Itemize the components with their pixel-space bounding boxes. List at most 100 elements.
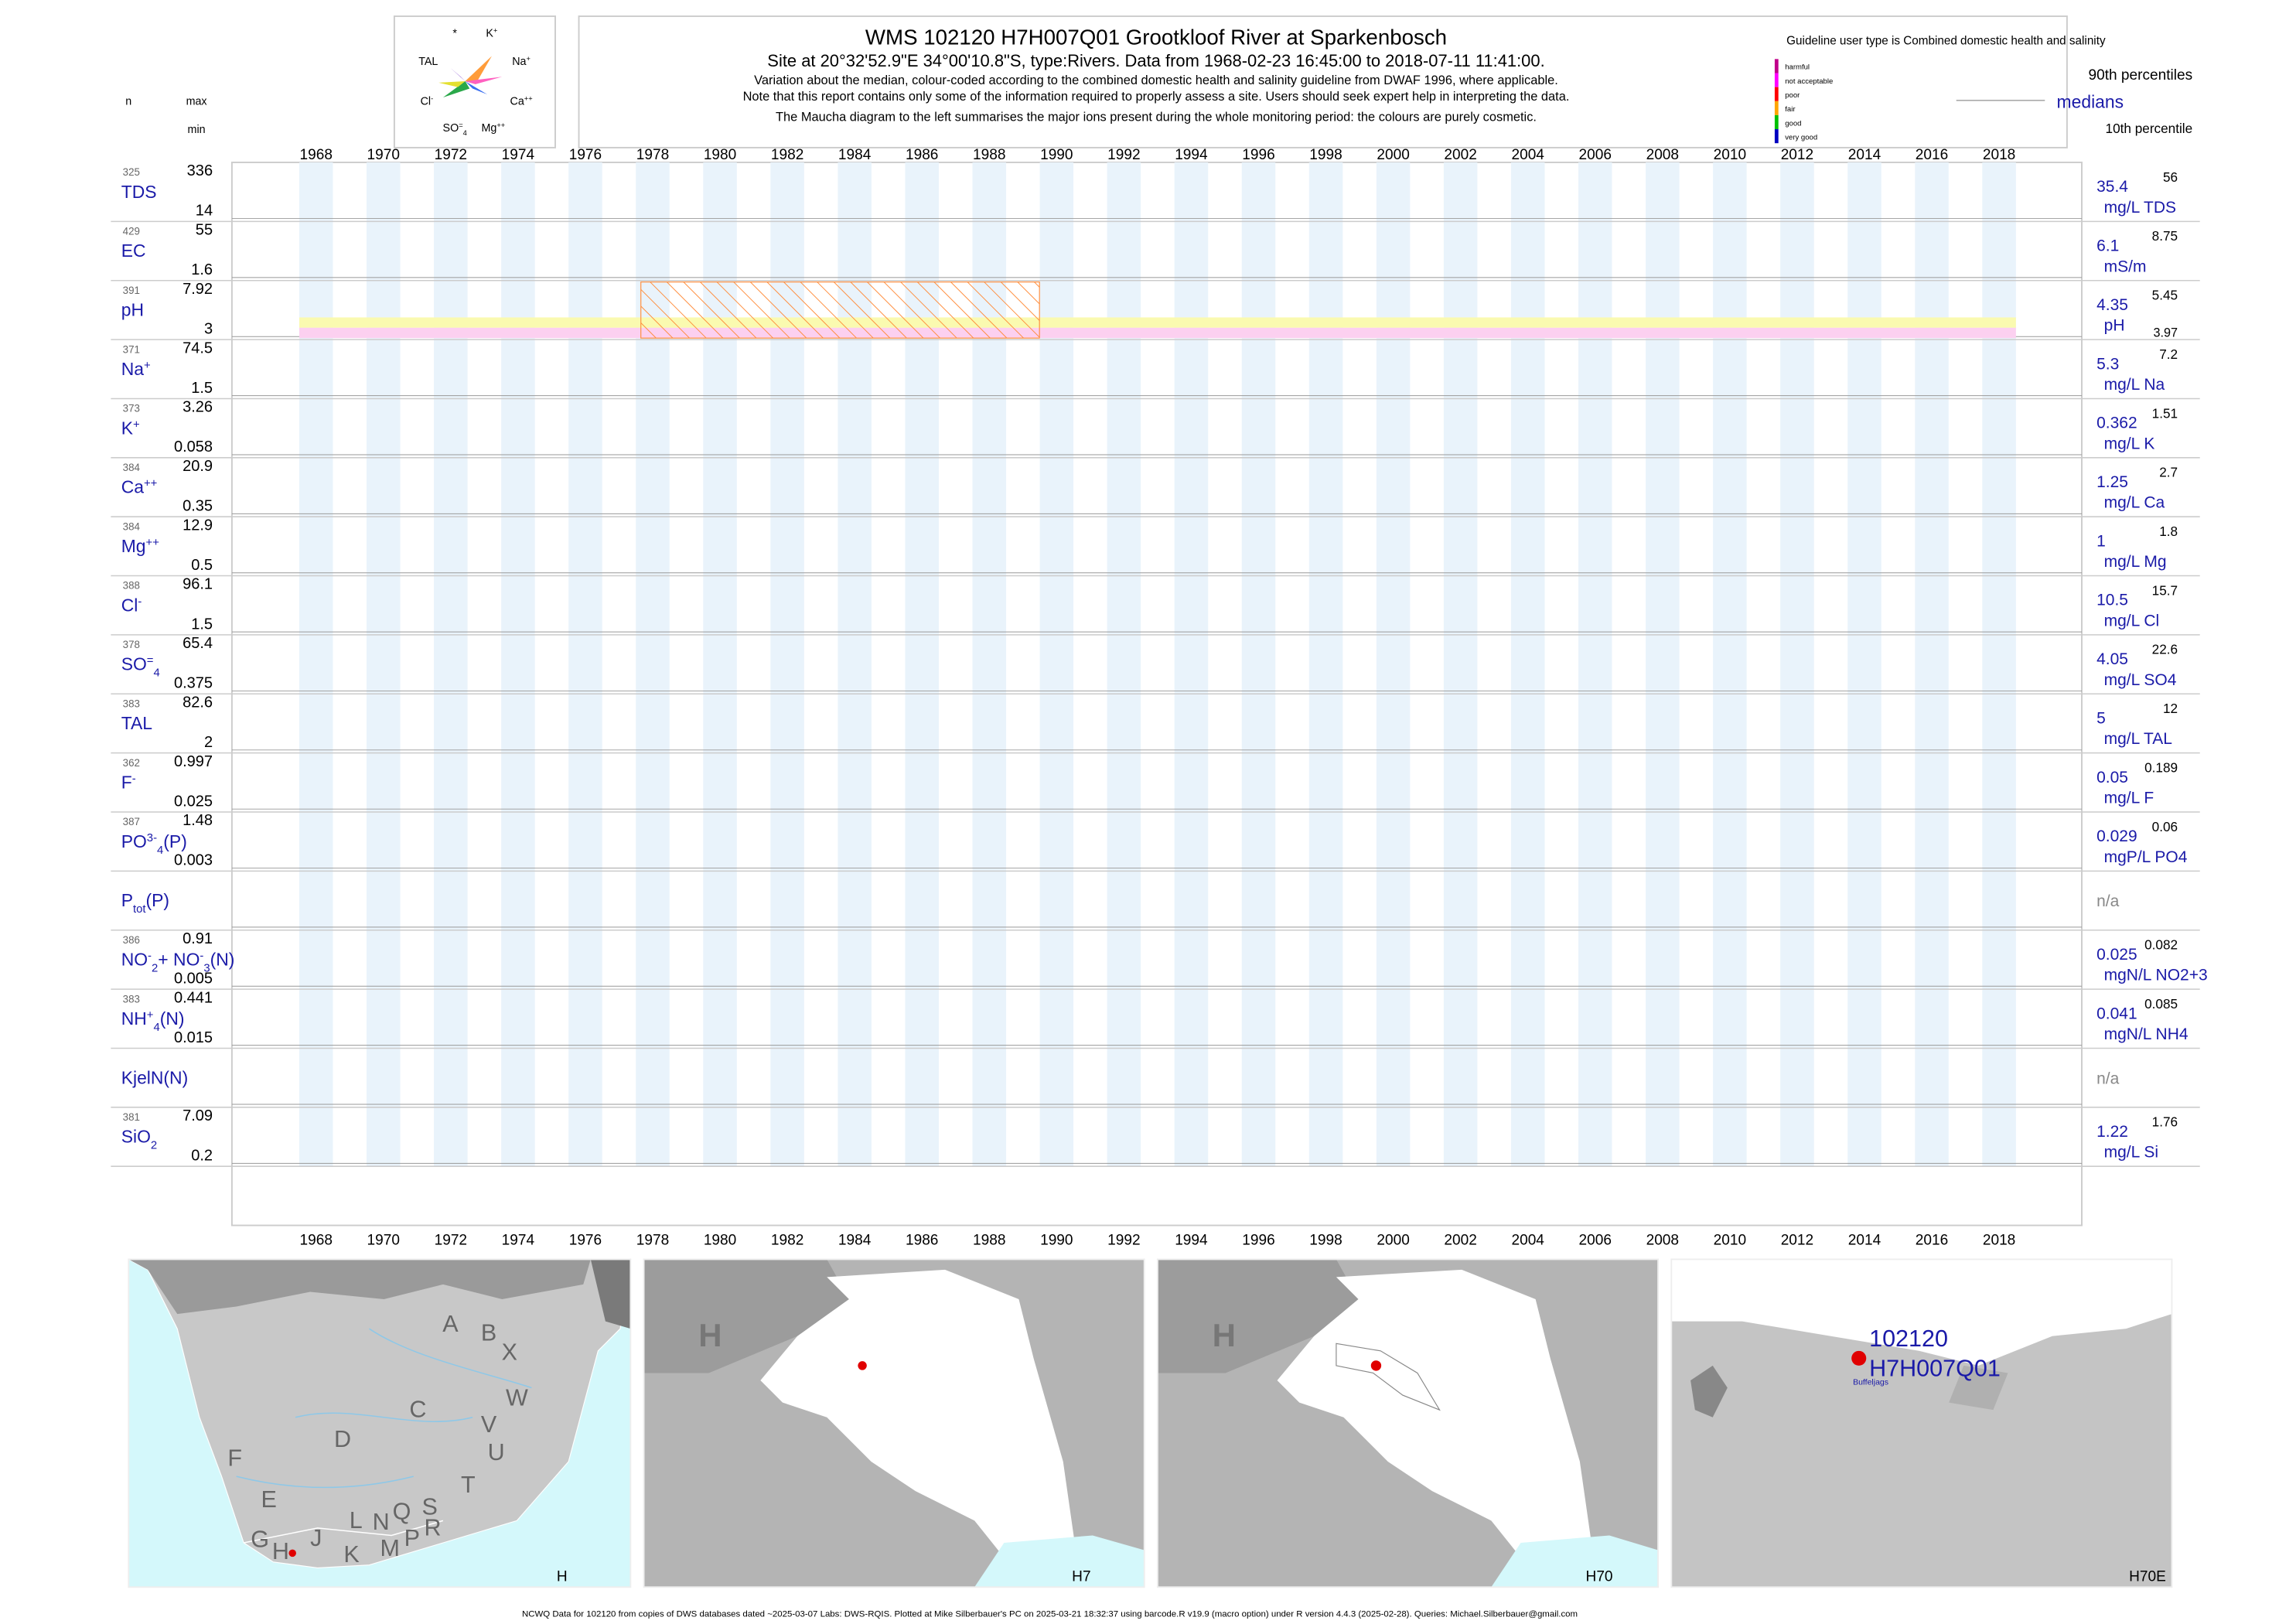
note: Variation about the median, colour-coded… xyxy=(754,73,1558,87)
year-label: 1996 xyxy=(1242,147,1274,163)
maucha-label: Cl- xyxy=(421,95,434,108)
label-part: + xyxy=(133,418,140,431)
year-label: 2000 xyxy=(1377,147,1409,163)
year-band xyxy=(434,162,468,1167)
label-part: Na xyxy=(121,359,145,379)
parameter-name: TAL xyxy=(121,713,152,733)
drainage-region: B xyxy=(481,1319,496,1346)
label-part: + xyxy=(527,55,531,63)
site-number: 102120 xyxy=(1869,1325,1948,1352)
year-label: 1970 xyxy=(367,147,400,163)
unit-label: mg/L Si xyxy=(2104,1144,2158,1162)
year-band xyxy=(1646,162,1680,1167)
label-part: SO xyxy=(121,654,147,674)
guideline-class: poor xyxy=(1785,91,1800,100)
year-label: 1992 xyxy=(1107,1232,1140,1248)
drainage-region: R xyxy=(425,1514,442,1540)
year-label: 2008 xyxy=(1646,1232,1679,1248)
unit-label: mS/m xyxy=(2104,258,2147,275)
year-band xyxy=(1510,162,1545,1167)
label-part: 3 xyxy=(203,963,210,975)
year-label: 1982 xyxy=(771,1232,803,1248)
year-band xyxy=(1780,162,1814,1167)
unit-label: mg/L Na xyxy=(2104,376,2165,394)
unit-label: mgN/L NO2+3 xyxy=(2104,967,2208,984)
year-label: 1976 xyxy=(569,1232,602,1248)
p90-value: 56 xyxy=(2163,169,2178,185)
max-value: 74.5 xyxy=(183,339,213,357)
label-part: ++ xyxy=(496,121,505,129)
label-part: Cl xyxy=(421,96,432,108)
label-part: K xyxy=(486,28,493,40)
min-value: 3 xyxy=(204,320,213,337)
parameter-name: Mg++ xyxy=(121,536,159,556)
unit-label: mg/L SO4 xyxy=(2104,671,2177,689)
p90-value: 0.06 xyxy=(2152,819,2178,834)
max-value: 96.1 xyxy=(183,576,213,593)
year-label: 1986 xyxy=(906,147,938,163)
min-value: 2 xyxy=(204,734,213,751)
sample-count: 371 xyxy=(123,343,140,355)
year-label: 2004 xyxy=(1511,1232,1544,1248)
year-band xyxy=(1039,162,1074,1167)
year-label: 1984 xyxy=(838,1232,872,1248)
min-value: 1.5 xyxy=(191,380,213,397)
not-available: n/a xyxy=(2096,1070,2120,1087)
note: The Maucha diagram to the left summarise… xyxy=(776,111,1537,125)
label-part: EC xyxy=(121,241,146,261)
label-part: P xyxy=(121,890,133,910)
year-label: 1996 xyxy=(1242,1232,1274,1248)
not-available: n/a xyxy=(2096,892,2120,910)
max-value: 1.48 xyxy=(183,812,213,829)
parameter-name: Na+ xyxy=(121,359,151,379)
label-part: pH xyxy=(121,300,144,320)
label-part: K xyxy=(121,418,134,438)
drainage-region: X xyxy=(502,1339,517,1365)
guideline-swatch xyxy=(1774,87,1779,101)
drainage-region: F xyxy=(227,1445,242,1472)
sample-count: 384 xyxy=(123,520,141,532)
year-label: 2012 xyxy=(1781,147,1813,163)
unit-label: mg/L Ca xyxy=(2104,494,2165,512)
map-h70 xyxy=(1157,1259,1659,1588)
label-part: Ca xyxy=(121,477,145,497)
label-part: ++ xyxy=(146,537,159,549)
year-label: 1980 xyxy=(704,1232,736,1248)
label-part: 2 xyxy=(152,963,158,975)
label-part: 4 xyxy=(153,667,159,680)
maucha-diagram xyxy=(438,56,503,97)
min-value: 0.2 xyxy=(191,1148,213,1165)
label-part: NH xyxy=(121,1008,147,1029)
legend-p10: 10th percentile xyxy=(2106,121,2193,136)
median-value: 1.25 xyxy=(2096,473,2128,491)
max-value: 336 xyxy=(187,162,213,179)
drainage-region: S xyxy=(422,1494,438,1520)
guideline-class: not acceptable xyxy=(1785,77,1833,86)
label-part: KjelN(N) xyxy=(121,1067,188,1087)
map-h7 xyxy=(643,1259,1145,1588)
guideline-swatch xyxy=(1774,129,1779,144)
map-label: H xyxy=(557,1569,568,1585)
parameter-name: Ptot(P) xyxy=(121,890,169,916)
parameter-name: PO3-4(P) xyxy=(121,831,187,857)
drainage-region: U xyxy=(488,1439,505,1465)
guideline-swatch xyxy=(1774,114,1779,130)
guideline-band xyxy=(299,317,2016,328)
drainage-region: N xyxy=(373,1509,390,1535)
label-part: + NO xyxy=(158,950,200,970)
year-band xyxy=(1915,162,1949,1167)
label-part: Na xyxy=(512,56,526,68)
max-value: 7.92 xyxy=(183,281,213,298)
map-label: H70E xyxy=(2129,1569,2166,1585)
median-value: 5 xyxy=(2096,709,2106,727)
label-part: (N) xyxy=(210,950,235,970)
parameter-name: Ca++ xyxy=(121,477,158,497)
max-value: 0.91 xyxy=(183,930,213,947)
label-part: SO xyxy=(443,122,459,135)
label-part: 4 xyxy=(463,129,467,137)
unit-label: mg/L Mg xyxy=(2104,553,2167,571)
parameter-name: NO-2+ NO-3(N) xyxy=(121,950,235,975)
maucha-label: TAL xyxy=(418,56,438,68)
